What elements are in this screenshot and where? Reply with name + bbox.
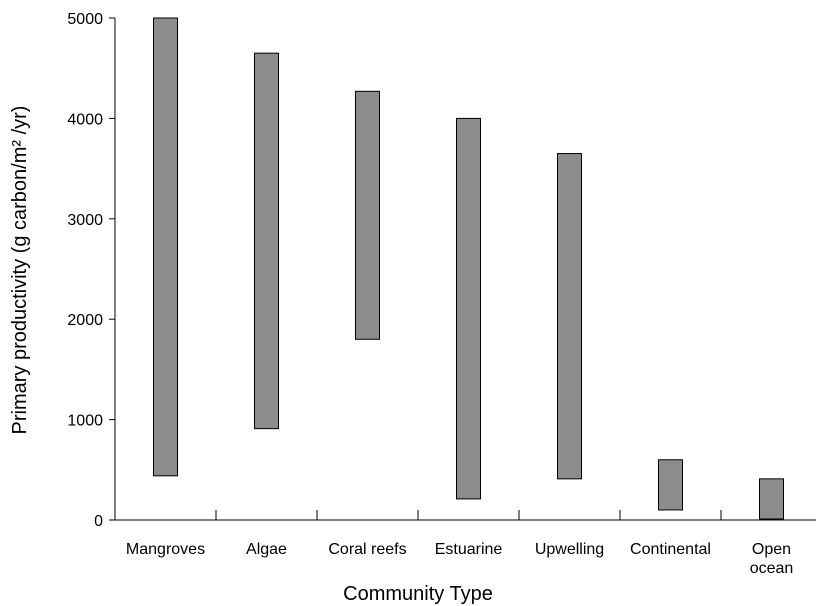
range-bar <box>254 52 279 430</box>
y-tick-label: 1000 <box>67 413 103 430</box>
y-axis: 0 1000 2000 3000 4000 5000 <box>67 11 116 530</box>
category-label-line: Open <box>752 541 791 558</box>
category-label: Coral reefs <box>328 541 406 558</box>
range-bar <box>355 90 380 340</box>
x-axis: Mangroves Algae Coral reefs Estuarine Upwell… <box>115 510 816 577</box>
range-bar <box>759 478 784 520</box>
category-label-line: Coral reefs <box>328 541 406 558</box>
category-label: Algae <box>246 541 287 558</box>
range-bar <box>557 153 582 480</box>
category-label-line: Upwelling <box>535 541 604 558</box>
y-tick-label: 2000 <box>67 312 103 329</box>
category-label-line: Estuarine <box>435 541 503 558</box>
y-tick-label: 0 <box>94 513 103 530</box>
range-bar <box>153 17 178 477</box>
category-label: Mangroves <box>126 541 205 558</box>
category-label-line: Algae <box>246 541 287 558</box>
category-label: Continental <box>630 541 711 558</box>
range-bar <box>658 459 683 511</box>
category-label: Upwelling <box>535 541 604 558</box>
y-tick-label: 5000 <box>67 11 103 28</box>
x-axis-title: Community Type <box>343 583 493 605</box>
bars <box>153 17 784 520</box>
y-tick-label: 3000 <box>67 212 103 229</box>
category-label-line: ocean <box>750 560 794 577</box>
category-label-line: Mangroves <box>126 541 205 558</box>
category-label: Estuarine <box>435 541 503 558</box>
y-axis-title: Primary productivity (g carbon/m² /yr) <box>9 106 31 435</box>
category-label: Open ocean <box>750 541 794 577</box>
category-label-line: Continental <box>630 541 711 558</box>
range-bar <box>456 117 481 500</box>
y-tick-label: 4000 <box>67 111 103 128</box>
